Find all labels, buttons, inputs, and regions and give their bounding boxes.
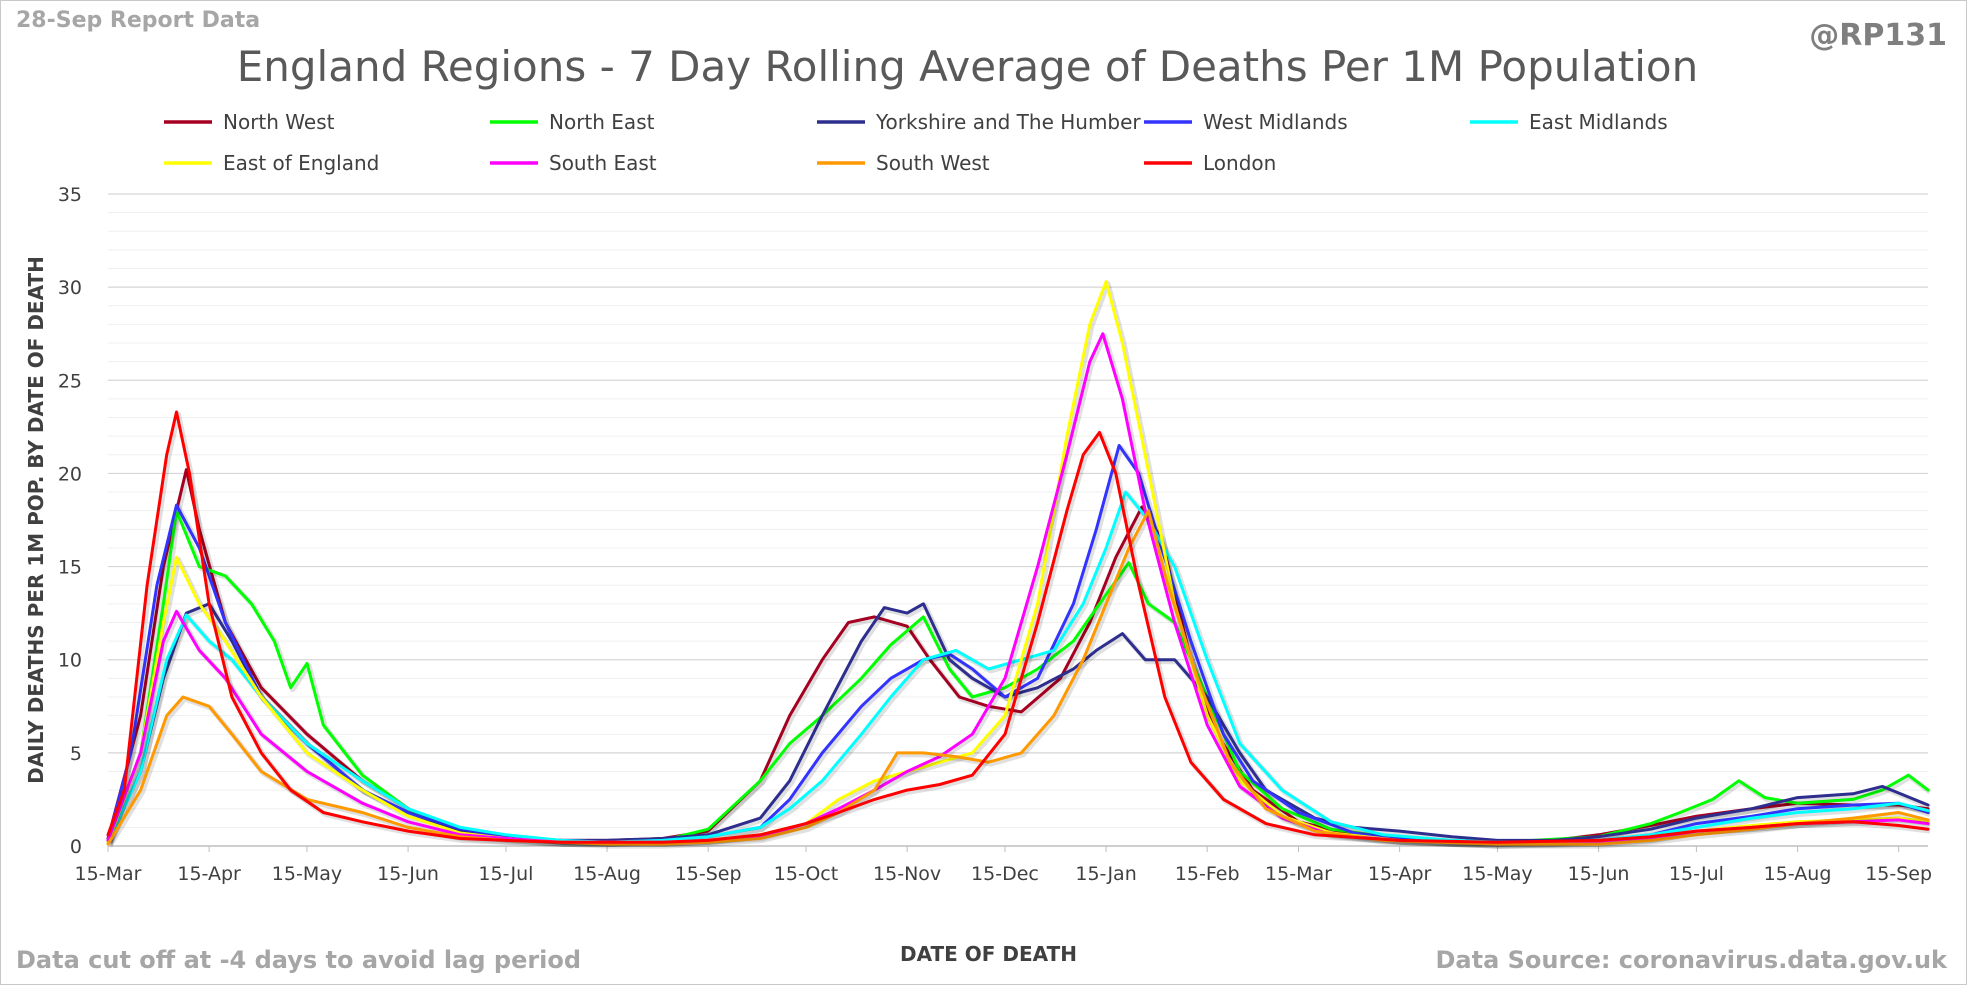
cutoff-note: Data cut off at -4 days to avoid lag per… <box>16 946 582 974</box>
x-tick-label: 15-Mar <box>75 863 142 885</box>
series-line-shadow <box>107 281 1931 849</box>
x-tick-label: 15-Apr <box>1368 863 1432 885</box>
legend-label: North East <box>549 110 655 134</box>
series-line <box>106 509 1930 844</box>
y-tick-label: 5 <box>70 743 82 765</box>
report-date-label: 28-Sep Report Data <box>16 8 261 33</box>
legend-label: West Midlands <box>1203 110 1348 134</box>
x-tick-label: 15-Jul <box>478 863 533 885</box>
legend-label: South West <box>876 151 990 175</box>
x-tick-label: 15-Jul <box>1669 863 1724 885</box>
x-tick-label: 15-Jun <box>1568 863 1630 885</box>
series-line-shadow <box>107 445 1931 847</box>
chart-title: England Regions - 7 Day Rolling Average … <box>236 42 1699 91</box>
y-tick-label: 35 <box>58 184 82 206</box>
series-line <box>106 280 1930 846</box>
x-tick-label: 15-Aug <box>573 863 641 885</box>
x-tick-label: 15-Dec <box>971 863 1039 885</box>
y-tick-label: 10 <box>58 650 82 672</box>
series-line <box>106 332 1930 846</box>
x-tick-label: 15-May <box>1462 863 1532 885</box>
x-tick-label: 15-Oct <box>774 863 838 885</box>
x-tick-label: 15-May <box>272 863 342 885</box>
legend-label: North West <box>223 110 335 134</box>
y-tick-label: 20 <box>58 463 82 485</box>
x-tick-label: 15-Jan <box>1075 863 1136 885</box>
x-tick-label: 15-Sep <box>1865 863 1932 885</box>
x-tick-label: 15-Mar <box>1265 863 1332 885</box>
author-handle: @RP131 <box>1809 18 1947 53</box>
y-tick-label: 30 <box>58 277 82 299</box>
series-line <box>106 509 1930 846</box>
x-tick-label: 15-Aug <box>1764 863 1832 885</box>
y-tick-label: 0 <box>70 836 82 858</box>
y-tick-label: 25 <box>58 370 82 392</box>
y-tick-label: 15 <box>58 557 82 579</box>
x-tick-label: 15-Jun <box>377 863 439 885</box>
data-source: Data Source: coronavirus.data.gov.uk <box>1435 946 1948 974</box>
legend-label: South East <box>549 151 657 175</box>
legend-label: London <box>1203 151 1276 175</box>
legend-label: East of England <box>223 151 379 175</box>
legend-label: Yorkshire and The Humber <box>875 110 1141 134</box>
x-tick-label: 15-Sep <box>675 863 742 885</box>
x-tick-label: 15-Apr <box>177 863 241 885</box>
x-tick-label: 15-Feb <box>1175 863 1240 885</box>
x-tick-label: 15-Nov <box>873 863 941 885</box>
series-line <box>106 410 1930 844</box>
legend-label: East Midlands <box>1529 110 1668 134</box>
series-line-shadow <box>107 333 1931 849</box>
x-axis-label: DATE OF DEATH <box>900 942 1077 966</box>
